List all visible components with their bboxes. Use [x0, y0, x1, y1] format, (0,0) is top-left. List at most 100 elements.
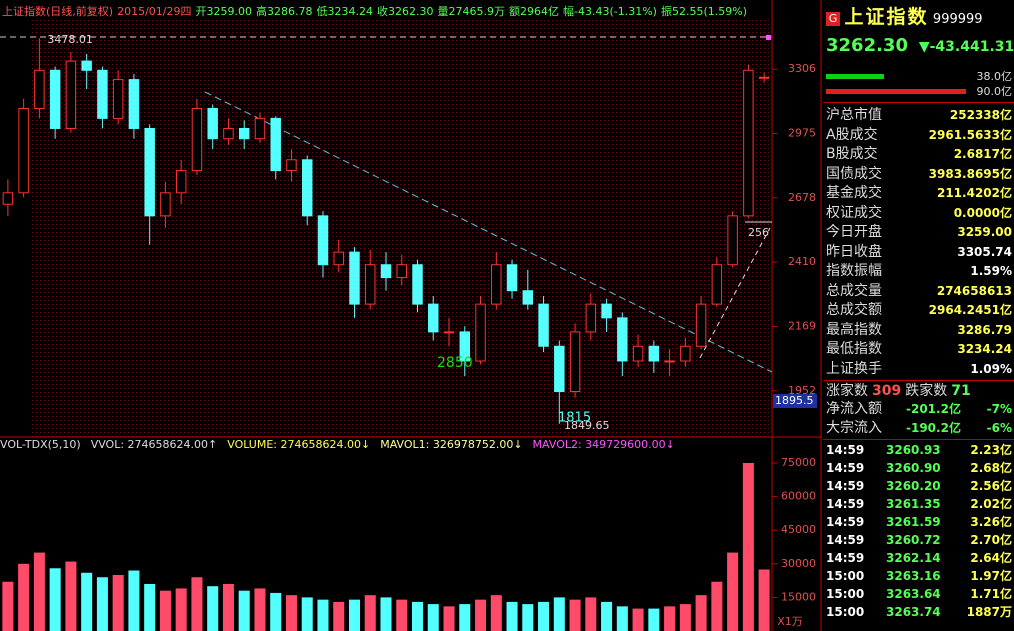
volume-bar: [506, 601, 518, 631]
y-tick-label: 2169: [788, 320, 816, 333]
bar-row: 38.0亿: [826, 70, 1012, 83]
stat-row: 昨日收盘 3305.74: [826, 243, 1012, 262]
volume-bar: [711, 581, 723, 631]
tick-price: 3260.20: [886, 479, 941, 493]
y-tick-label: 2975: [788, 127, 816, 140]
stat-row: 总成交量 274658613: [826, 282, 1012, 301]
stat-value: 3286.79: [957, 322, 1012, 337]
tick-row: 14:59 3260.72 2.70亿: [826, 531, 1012, 549]
marker: [766, 35, 771, 40]
volume-bar: [33, 552, 45, 631]
flow-row: 大宗流入 -190.2亿 -6%: [826, 419, 1012, 438]
info-item: 高3286.78: [256, 5, 313, 18]
volume-bar: [222, 583, 234, 631]
candle-body: [81, 60, 92, 71]
price: 3262.30: [826, 35, 908, 56]
candle-body: [207, 107, 218, 140]
volume-bar: [664, 606, 676, 631]
candle-body: [49, 69, 61, 129]
stat-label: 最低指数: [826, 341, 882, 357]
unit-label: X1万: [777, 615, 803, 628]
volume-bar: [585, 597, 597, 631]
volume-bar: [159, 590, 171, 631]
legend-item: VVOL: 274658624.00↑: [90, 438, 218, 451]
y-tick-label: 60000: [781, 490, 816, 503]
flow-pct: -6%: [986, 421, 1012, 435]
candle-body: [18, 107, 29, 194]
candle-body: [554, 345, 565, 393]
candle-body: [238, 127, 250, 140]
candle-body: [270, 117, 281, 172]
stat-row: 最高指数 3286.79: [826, 321, 1012, 340]
volume-bar: [490, 595, 502, 631]
candle-body: [727, 215, 738, 266]
tick-time: 14:59: [826, 497, 865, 511]
stat-value: 211.4202亿: [936, 186, 1012, 200]
candle-body: [144, 127, 155, 217]
tick-price: 3260.72: [886, 533, 941, 547]
candle-body: [506, 264, 518, 292]
volume-bar: [2, 581, 14, 631]
candle-body: [191, 107, 203, 172]
candle-body: [254, 117, 266, 140]
stat-row: B股成交 2.6817亿: [826, 145, 1012, 164]
volume-bar: [411, 601, 424, 631]
tick-price: 3262.14: [886, 551, 941, 565]
tick-amount: 2.64亿: [970, 551, 1012, 565]
stat-row: 基金成交 211.4202亿: [826, 184, 1012, 203]
y-tick-label: 1952: [788, 384, 816, 397]
stat-label: 沪总市值: [826, 107, 882, 123]
stat-label: B股成交: [826, 146, 878, 162]
volume-bar: [569, 599, 581, 631]
stat-label: 总成交量: [826, 282, 882, 299]
candle-body: [396, 264, 407, 279]
change-pct: 1.31%: [979, 39, 1014, 55]
y-tick-label: 2678: [788, 191, 816, 204]
y-tick-label: 30000: [781, 557, 816, 570]
stat-label: 昨日收盘: [826, 243, 882, 260]
info-item: 量27465.9万: [437, 5, 506, 18]
value-box: [773, 394, 817, 408]
tick-time: 15:00: [826, 569, 865, 583]
legend-item: MAVOL1: 326978752.00↓: [380, 438, 523, 451]
stat-row: 沪总市值 252338亿: [826, 106, 1012, 125]
tick-row: 14:59 3261.59 3.26亿: [826, 513, 1012, 531]
volume-bar: [364, 595, 376, 631]
divider: [823, 380, 1014, 381]
stat-label: 基金成交: [826, 185, 882, 201]
info-item: 2015/01/29四: [117, 5, 192, 18]
volume-bar: [396, 599, 408, 631]
info-item: 收3262.30: [377, 5, 434, 18]
stat-label: 最高指数: [826, 321, 882, 338]
volume-bar: [348, 599, 361, 631]
candle-body: [538, 303, 549, 347]
stat-label: 指数振幅: [826, 263, 882, 279]
trend-line: [699, 227, 771, 359]
candle-body: [380, 264, 392, 279]
volume-bar: [648, 608, 660, 631]
tick-amount: 1.71亿: [970, 587, 1012, 601]
stat-row: 指数振幅 1.59%: [826, 262, 1012, 281]
tick-amount: 1887万: [966, 605, 1012, 619]
stat-label: 总成交额: [826, 302, 882, 318]
inflow-bar: [826, 74, 884, 79]
stat-value: 1.09%: [970, 361, 1012, 376]
candle-body: [475, 303, 486, 362]
volume-bar: [254, 588, 266, 631]
bar-row: 90.0亿: [826, 85, 1012, 98]
tick-row: 14:59 3260.93 2.23亿: [826, 441, 1012, 459]
breadth-item: 涨家数: [826, 383, 868, 399]
candle-body: [648, 345, 660, 362]
divider: [823, 439, 1014, 440]
volume-bar: [632, 608, 644, 631]
candle-body: [601, 303, 612, 319]
volume-bar: [475, 599, 487, 631]
tick-time: 14:59: [826, 515, 865, 529]
volume-bar: [601, 601, 613, 631]
y-tick-label: 2410: [788, 255, 816, 268]
stat-value: 1.59%: [970, 264, 1012, 278]
volume-bar: [742, 462, 754, 631]
tick-price: 3261.35: [886, 497, 941, 511]
info-item: 幅-43.43(-1.31%): [563, 5, 657, 18]
volume-bar: [112, 574, 124, 631]
